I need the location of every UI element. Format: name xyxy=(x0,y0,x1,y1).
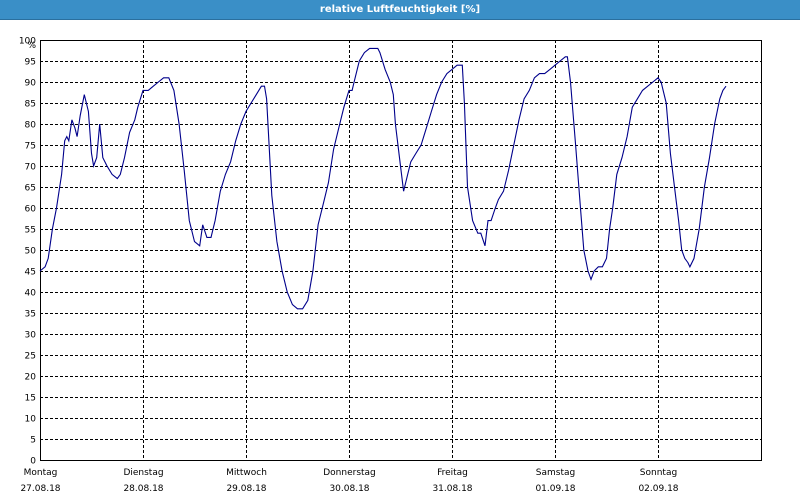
x-tick-date: 29.08.18 xyxy=(226,484,266,494)
y-tick-label: 60 xyxy=(25,205,37,215)
y-tick-label: 40 xyxy=(25,289,37,299)
y-tick-label: 15 xyxy=(25,394,36,404)
x-tick-date: 02.09.18 xyxy=(638,484,678,494)
y-tick-label: 70 xyxy=(25,163,37,173)
x-tick-date: 31.08.18 xyxy=(432,484,472,494)
x-tick-weekday: Freitag xyxy=(437,468,468,478)
y-tick-label: 75 xyxy=(25,142,36,152)
y-tick-label: 35 xyxy=(25,310,36,320)
y-tick-label: 20 xyxy=(25,373,37,383)
x-tick-weekday: Dienstag xyxy=(123,468,163,478)
y-tick-label: 30 xyxy=(25,331,37,341)
y-tick-label: 100 xyxy=(19,37,36,47)
x-tick-weekday: Mittwoch xyxy=(226,468,267,478)
y-tick-label: 0 xyxy=(30,457,36,467)
x-tick-weekday: Montag xyxy=(24,468,58,478)
y-tick-label: 10 xyxy=(25,415,37,425)
y-tick-label: 90 xyxy=(25,79,37,89)
y-tick-label: 25 xyxy=(25,352,36,362)
x-axis-ticks: Montag 27.08.18 Dienstag 28.08.18 Mittwoch 29… xyxy=(20,468,678,494)
grid xyxy=(40,40,761,460)
y-tick-label: 50 xyxy=(25,247,37,257)
y-tick-label: 80 xyxy=(25,121,37,131)
x-tick-date: 01.09.18 xyxy=(535,484,575,494)
x-tick-weekday: Donnerstag xyxy=(323,468,376,478)
y-tick-label: 55 xyxy=(25,226,36,236)
chart-title-bar: relative Luftfeuchtigkeit [%] xyxy=(0,0,800,20)
y-tick-label: 85 xyxy=(25,100,36,110)
x-tick-date: 28.08.18 xyxy=(123,484,163,494)
x-tick-date: 27.08.18 xyxy=(20,484,60,494)
plot-frame xyxy=(40,40,762,461)
x-tick-weekday: Samstag xyxy=(536,468,575,478)
y-axis-unit-label: % xyxy=(27,41,36,51)
chart-title: relative Luftfeuchtigkeit [%] xyxy=(319,4,481,15)
y-tick-label: 45 xyxy=(25,268,36,278)
y-axis-ticks: 0 5 10 15 20 25 30 35 40 45 50 55 60 65 70 75 80 85 90 95 10… xyxy=(19,37,36,467)
x-tick-weekday: Sonntag xyxy=(640,468,677,478)
x-tick-date: 30.08.18 xyxy=(329,484,369,494)
y-tick-label: 95 xyxy=(25,58,36,68)
y-tick-label: 65 xyxy=(25,184,36,194)
series-line-humidity xyxy=(39,47,727,310)
y-tick-label: 5 xyxy=(30,436,36,446)
